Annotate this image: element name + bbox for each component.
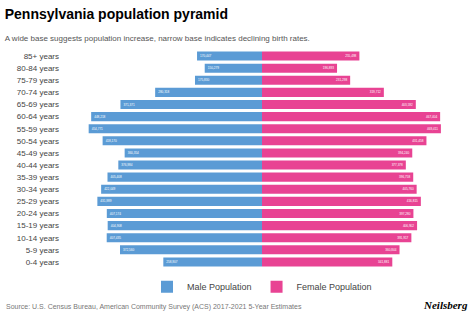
- svg-text:407,174: 407,174: [110, 212, 121, 216]
- svg-text:85+ years: 85+ years: [24, 52, 59, 61]
- svg-text:391,917: 391,917: [397, 236, 408, 240]
- svg-text:371,371: 371,371: [123, 103, 134, 107]
- svg-text:175,830: 175,830: [198, 78, 209, 82]
- svg-text:35-39 years: 35-39 years: [17, 173, 59, 182]
- svg-text:418,170: 418,170: [106, 139, 117, 143]
- svg-text:376,984: 376,984: [121, 163, 132, 167]
- svg-text:5-9 years: 5-9 years: [26, 246, 59, 255]
- svg-text:416,815: 416,815: [407, 199, 418, 203]
- svg-text:280,318: 280,318: [158, 90, 169, 94]
- svg-text:Source: U.S. Census Bureau, Am: Source: U.S. Census Bureau, American Com…: [6, 303, 302, 311]
- svg-text:25-29 years: 25-29 years: [17, 197, 59, 206]
- svg-text:406,902: 406,902: [403, 224, 414, 228]
- svg-text:377,378: 377,378: [392, 163, 403, 167]
- svg-text:258,907: 258,907: [166, 260, 177, 264]
- svg-text:80-84 years: 80-84 years: [17, 64, 59, 73]
- svg-text:150,279: 150,279: [208, 66, 219, 70]
- svg-text:75-79 years: 75-79 years: [17, 76, 59, 85]
- svg-text:396,758: 396,758: [399, 175, 410, 179]
- svg-text:55-59 years: 55-59 years: [17, 125, 59, 134]
- svg-text:Pennsylvania population pyrami: Pennsylvania population pyramid: [5, 6, 228, 22]
- svg-text:394,240: 394,240: [398, 151, 409, 155]
- svg-text:10-14 years: 10-14 years: [17, 234, 59, 243]
- svg-text:45-49 years: 45-49 years: [17, 149, 59, 158]
- svg-text:65-69 years: 65-69 years: [17, 100, 59, 109]
- svg-text:404,908: 404,908: [111, 224, 122, 228]
- svg-text:448,218: 448,218: [94, 115, 105, 119]
- svg-text:0-4 years: 0-4 years: [26, 258, 59, 267]
- svg-text:Neilsberg: Neilsberg: [423, 299, 468, 311]
- svg-text:341,881: 341,881: [378, 260, 389, 264]
- svg-text:60-64 years: 60-64 years: [17, 112, 59, 121]
- svg-text:319,712: 319,712: [370, 90, 381, 94]
- svg-text:407,435: 407,435: [110, 236, 121, 240]
- svg-text:A wide base suggests populatio: A wide base suggests population increase…: [5, 34, 310, 43]
- svg-text:405,760: 405,760: [402, 187, 413, 191]
- svg-text:467,404: 467,404: [426, 115, 437, 119]
- svg-text:422,049: 422,049: [104, 187, 115, 191]
- svg-text:50-54 years: 50-54 years: [17, 137, 59, 146]
- svg-text:30-34 years: 30-34 years: [17, 185, 59, 194]
- svg-text:231,298: 231,298: [336, 78, 347, 82]
- svg-text:397,280: 397,280: [399, 212, 410, 216]
- svg-text:372,560: 372,560: [123, 248, 134, 252]
- svg-text:431,458: 431,458: [412, 139, 423, 143]
- svg-text:196,893: 196,893: [323, 66, 334, 70]
- svg-text:454,771: 454,771: [92, 127, 103, 131]
- svg-text:255,498: 255,498: [345, 54, 356, 58]
- svg-text:15-19 years: 15-19 years: [17, 221, 59, 230]
- svg-text:Female Population: Female Population: [297, 282, 372, 292]
- svg-text:403,592: 403,592: [402, 103, 413, 107]
- svg-text:Male Population: Male Population: [187, 282, 252, 292]
- svg-text:20-24 years: 20-24 years: [17, 209, 59, 218]
- svg-text:170,447: 170,447: [200, 54, 211, 58]
- svg-text:405,408: 405,408: [111, 175, 122, 179]
- svg-text:431,989: 431,989: [100, 199, 111, 203]
- svg-text:469,411: 469,411: [427, 127, 438, 131]
- svg-text:70-74 years: 70-74 years: [17, 88, 59, 97]
- svg-text:360,844: 360,844: [385, 248, 396, 252]
- svg-text:40-44 years: 40-44 years: [17, 161, 59, 170]
- svg-text:360,354: 360,354: [128, 151, 139, 155]
